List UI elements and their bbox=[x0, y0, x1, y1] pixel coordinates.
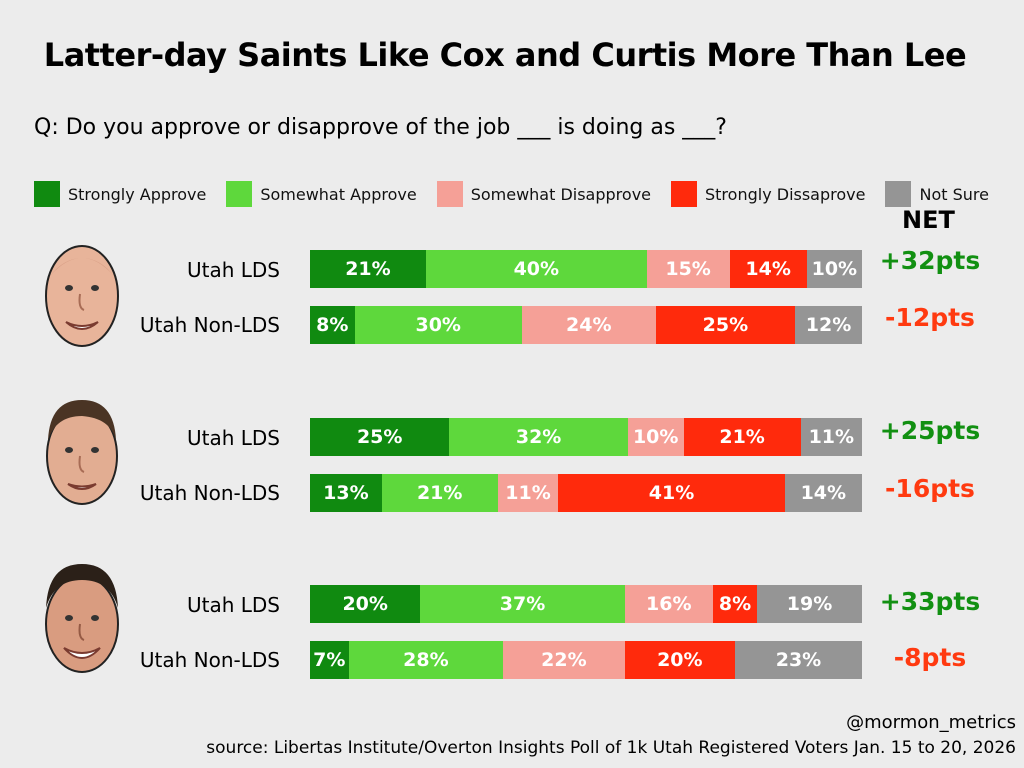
seg-somewhat-disapprove: 16% bbox=[624, 585, 713, 623]
chart-title: Latter-day Saints Like Cox and Curtis Mo… bbox=[43, 36, 967, 74]
legend-swatch bbox=[226, 181, 253, 207]
legend-item-somewhat-disapprove: Somewhat Disapprove bbox=[436, 181, 651, 207]
seg-somewhat-disapprove: 15% bbox=[646, 250, 730, 288]
row-label: Utah LDS bbox=[186, 426, 280, 450]
seg-not-sure: 10% bbox=[806, 250, 862, 288]
seg-strongly-approve: 21% bbox=[310, 250, 426, 288]
legend-item-not-sure: Not Sure bbox=[885, 181, 989, 207]
net-value: +32pts bbox=[879, 246, 981, 275]
row-label: Utah Non-LDS bbox=[139, 313, 280, 337]
face-cox-icon bbox=[45, 245, 119, 347]
seg-not-sure: 11% bbox=[800, 418, 862, 456]
legend-item-somewhat-approve: Somewhat Approve bbox=[226, 181, 417, 207]
seg-not-sure: 19% bbox=[757, 585, 862, 623]
net-value: +25pts bbox=[879, 416, 981, 445]
seg-somewhat-approve: 32% bbox=[449, 418, 628, 456]
seg-somewhat-approve: 30% bbox=[354, 306, 522, 344]
seg-strongly-disapprove: 25% bbox=[655, 306, 796, 344]
legend-swatch bbox=[885, 181, 912, 207]
stacked-bar: 21% 40% 15% 14% 10% bbox=[310, 250, 862, 288]
seg-somewhat-disapprove: 10% bbox=[627, 418, 684, 456]
seg-somewhat-approve: 40% bbox=[425, 250, 647, 288]
seg-somewhat-disapprove: 11% bbox=[497, 474, 559, 512]
seg-not-sure: 14% bbox=[784, 474, 862, 512]
seg-strongly-approve: 7% bbox=[310, 641, 349, 679]
seg-somewhat-disapprove: 24% bbox=[521, 306, 656, 344]
seg-strongly-approve: 8% bbox=[310, 306, 355, 344]
author-handle: @mormon_metrics bbox=[846, 712, 1016, 733]
legend-swatch bbox=[34, 181, 60, 207]
seg-strongly-disapprove: 8% bbox=[712, 585, 758, 623]
seg-somewhat-approve: 21% bbox=[381, 474, 498, 512]
seg-strongly-disapprove: 41% bbox=[558, 474, 785, 512]
seg-not-sure: 12% bbox=[795, 306, 862, 344]
seg-somewhat-disapprove: 22% bbox=[503, 641, 625, 679]
stacked-bar: 20% 37% 16% 8% 19% bbox=[310, 585, 862, 623]
legend-label: Not Sure bbox=[919, 184, 989, 204]
legend: Strongly Approve Somewhat Approve Somewh… bbox=[34, 180, 1009, 208]
stacked-bar: 8% 30% 24% 25% 12% bbox=[310, 306, 862, 344]
seg-strongly-disapprove: 20% bbox=[624, 641, 735, 679]
seg-somewhat-approve: 28% bbox=[348, 641, 504, 679]
survey-question: Q: Do you approve or disapprove of the j… bbox=[34, 115, 727, 140]
row-label: Utah Non-LDS bbox=[139, 648, 280, 672]
seg-strongly-approve: 20% bbox=[310, 585, 421, 623]
legend-label: Strongly Approve bbox=[68, 184, 207, 204]
net-value: -8pts bbox=[893, 643, 967, 672]
legend-label: Strongly Dissaprove bbox=[705, 184, 866, 204]
row-label: Utah Non-LDS bbox=[139, 481, 280, 505]
seg-strongly-disapprove: 14% bbox=[729, 250, 807, 288]
seg-somewhat-approve: 37% bbox=[420, 585, 625, 623]
seg-strongly-approve: 25% bbox=[310, 418, 450, 456]
face-lee-icon bbox=[46, 400, 118, 505]
seg-not-sure: 23% bbox=[735, 641, 862, 679]
row-label: Utah LDS bbox=[186, 258, 280, 282]
net-value: -16pts bbox=[885, 474, 975, 503]
seg-strongly-approve: 13% bbox=[310, 474, 382, 512]
stacked-bar: 7% 28% 22% 20% 23% bbox=[310, 641, 862, 679]
net-value: +33pts bbox=[879, 587, 981, 616]
net-value: -12pts bbox=[885, 303, 975, 332]
face-curtis-icon bbox=[45, 564, 119, 673]
legend-label: Somewhat Approve bbox=[260, 184, 417, 204]
stacked-bar: 25% 32% 10% 21% 11% bbox=[310, 418, 862, 456]
row-label: Utah LDS bbox=[186, 593, 280, 617]
seg-strongly-disapprove: 21% bbox=[683, 418, 801, 456]
net-header: NET bbox=[902, 206, 955, 234]
legend-swatch bbox=[436, 181, 463, 207]
source-note: source: Libertas Institute/Overton Insig… bbox=[206, 738, 1016, 758]
legend-item-strongly-approve: Strongly Approve bbox=[34, 181, 206, 207]
stacked-bar: 13% 21% 11% 41% 14% bbox=[310, 474, 862, 512]
legend-label: Somewhat Disapprove bbox=[470, 184, 651, 204]
legend-item-strongly-disapprove: Strongly Dissaprove bbox=[671, 181, 865, 207]
legend-swatch bbox=[671, 181, 697, 207]
